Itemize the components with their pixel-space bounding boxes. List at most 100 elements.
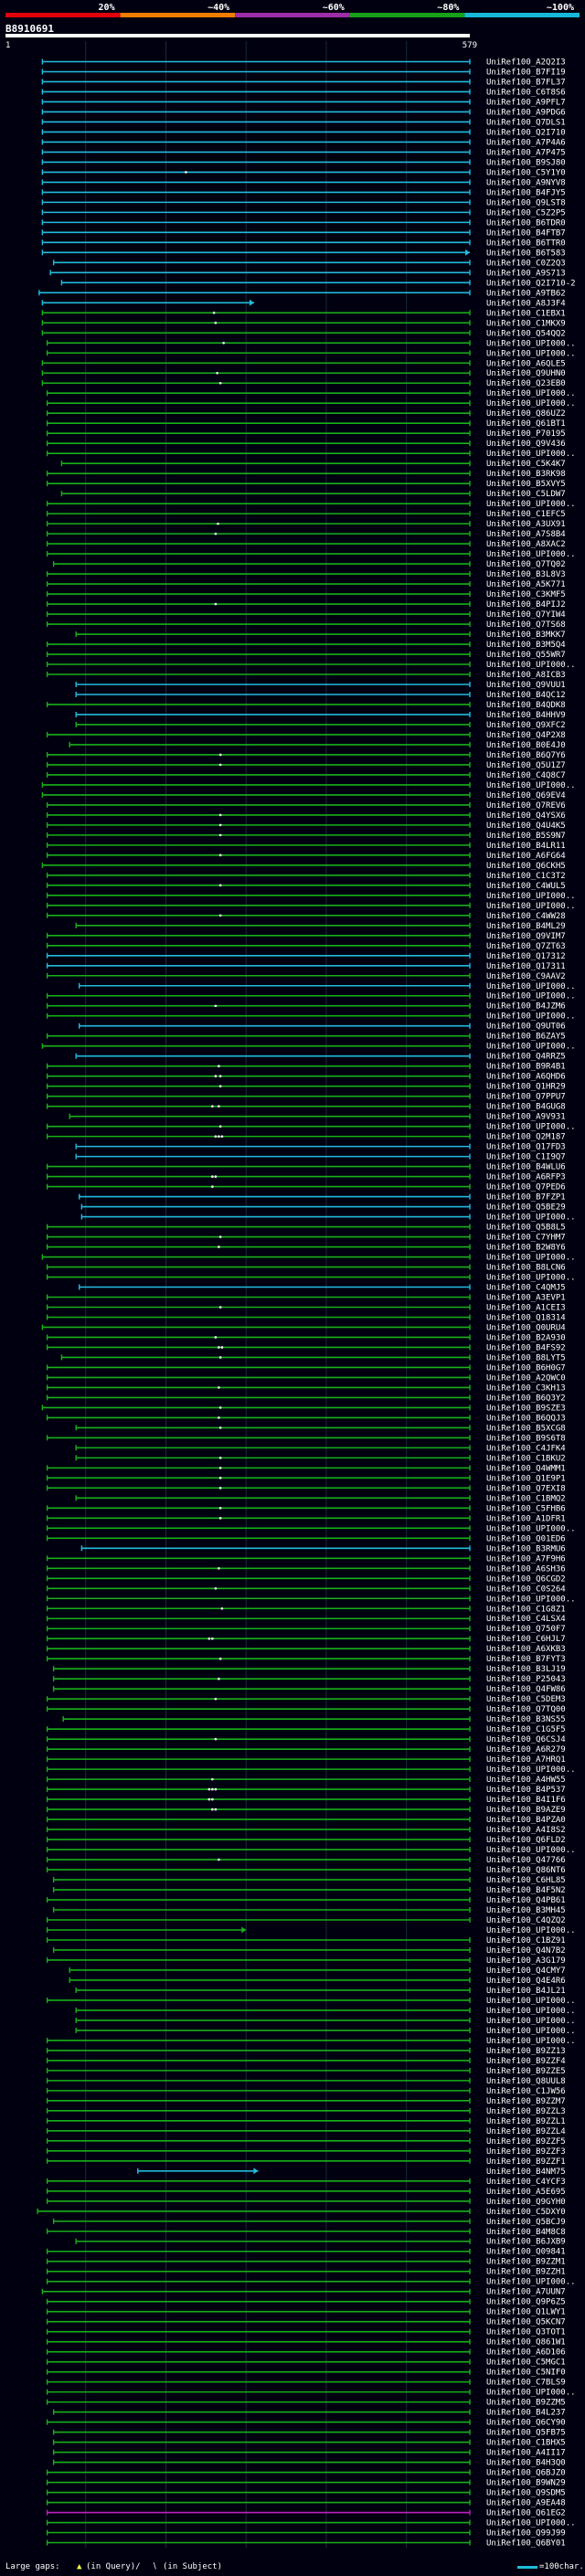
hit-label: UniRef100_A5K771: [486, 580, 566, 589]
hit-row: UniRef100_Q4PB61: [46, 1896, 566, 1905]
hit-row: UniRef100_A8ICB3: [46, 671, 566, 680]
hit-label: UniRef100_A1CEI3: [486, 1303, 566, 1312]
hit-label: UniRef100_B9ZZF3: [486, 2147, 566, 2157]
hit-label: UniRef100_B6H0G7: [486, 1363, 566, 1373]
hit-row: UniRef100_A7S8B4: [46, 530, 566, 539]
hit-row: UniRef100_Q3TOT1: [46, 2328, 566, 2337]
hit-row: UniRef100_Q5KCN7: [46, 2318, 566, 2327]
hit-label: UniRef100_UPI000..: [486, 2027, 576, 2036]
hit-row: UniRef100_UPI000..: [46, 1524, 576, 1533]
hit-label: UniRef100_Q861W1: [486, 2338, 566, 2348]
gap-marker: [218, 1356, 222, 1359]
hit-label: UniRef100_C7BLS9: [486, 2379, 566, 2388]
hit-label: UniRef100_A6SH36: [486, 1564, 566, 1574]
hit-row: UniRef100_Q4N7B2: [52, 1946, 566, 1956]
gap-marker: [207, 1797, 211, 1801]
hit-label: UniRef100_UPI000..: [486, 1274, 576, 1283]
hit-row: UniRef100_B6TTR0: [41, 239, 566, 248]
hit-label: UniRef100_Q4CMY7: [486, 1966, 566, 1976]
hit-label: UniRef100_Q0URU4: [486, 1323, 566, 1332]
hit-row: UniRef100_UPI000..: [46, 892, 576, 901]
hit-label: UniRef100_C5FHB6: [486, 1504, 566, 1513]
hit-row: UniRef100_Q7ZT63: [46, 942, 566, 951]
hit-row: UniRef100_B4NM75: [137, 2168, 566, 2177]
hit-label: UniRef100_Q7ZT63: [486, 942, 566, 951]
hit-row: UniRef100_Q5B8L5: [46, 1224, 566, 1233]
legend-query-gap-text: (in Query)/: [86, 2562, 141, 2571]
hit-row: UniRef100_UPI000..: [46, 1012, 576, 1022]
hit-label: UniRef100_UPI000..: [486, 1846, 576, 1855]
hit-row: UniRef100_Q23EB0: [41, 379, 566, 388]
hit-row: UniRef100_UPI000..: [46, 2519, 576, 2528]
hit-row: UniRef100_Q4U4K5: [46, 822, 566, 831]
hit-row: UniRef100_Q4CMY7: [69, 1966, 566, 1976]
hit-row: UniRef100_B6TDR0: [41, 218, 566, 228]
hit-row: UniRef100_B5XVY5: [46, 480, 566, 489]
hit-row: UniRef100_UPI000..: [75, 2017, 576, 2026]
hit-label: UniRef100_Q61BT1: [486, 419, 566, 429]
hit-label: UniRef100_B4PIJ2: [486, 600, 566, 610]
hit-row: UniRef100_Q4E4R6: [69, 1977, 566, 1986]
hit-row: UniRef100_B4PIJ2: [46, 600, 566, 610]
hit-label: UniRef100_Q9GYH0: [486, 2198, 566, 2207]
hit-row: UniRef100_UPI000..: [46, 339, 576, 348]
gap-marker: [218, 763, 222, 767]
hit-label: UniRef100_C1BKU2: [486, 1454, 566, 1463]
hit-row: UniRef100_B6JXB9: [75, 2238, 566, 2247]
hit-row: UniRef100_B4FJY5: [41, 188, 566, 197]
hit-label: UniRef100_C5LDW7: [486, 490, 566, 499]
hit-row: UniRef100_B4FS92: [46, 1343, 566, 1352]
hit-label: UniRef100_Q18314: [486, 1313, 566, 1322]
gap-marker: [218, 1125, 222, 1128]
hit-label: UniRef100_B5XVY5: [486, 480, 566, 489]
hit-row: UniRef100_B9ZZE5: [46, 2067, 566, 2076]
gap-marker: [211, 1185, 214, 1188]
hit-row: UniRef100_Q5BCJ9: [52, 2218, 566, 2227]
hit-label: UniRef100_B2A930: [486, 1333, 566, 1342]
hit-row: UniRef100_P25043: [52, 1675, 566, 1684]
hit-label: UniRef100_B4NM75: [486, 2168, 566, 2177]
hit-row: UniRef100_B5S9N7: [46, 832, 566, 841]
hit-row: UniRef100_B4F5N2: [52, 1886, 566, 1895]
gap-marker: [214, 532, 218, 535]
hit-label: UniRef100_Q9XFC2: [486, 721, 566, 730]
hit-label: UniRef100_A7P4A6: [486, 138, 566, 147]
hit-row: UniRef100_A3EVP1: [46, 1294, 566, 1303]
hit-row: UniRef100_Q1E9P1: [46, 1474, 566, 1483]
hit-label: UniRef100_B9ZZF4: [486, 2057, 566, 2066]
query-line: [5, 34, 470, 37]
hit-label: UniRef100_B4ML29: [486, 922, 566, 931]
gap-marker: [218, 1477, 222, 1479]
hit-label: UniRef100_C5MGC1: [486, 2359, 566, 2368]
scale-label: ~100%: [547, 3, 574, 13]
hit-label: UniRef100_A7HRQ1: [486, 1755, 566, 1765]
hit-label: UniRef100_Q61EG2: [486, 2509, 566, 2518]
hit-label: UniRef100_UPI000..: [486, 349, 576, 358]
hit-label: UniRef100_B9ZZL1: [486, 2117, 566, 2126]
hit-row: UniRef100_A2Q2I3: [41, 58, 566, 67]
hit-label: UniRef100_B6JXB9: [486, 2238, 566, 2247]
hit-row: UniRef100_Q9GYH0: [46, 2198, 566, 2207]
hit-label: UniRef100_C9AAV2: [486, 972, 566, 981]
hit-label: UniRef100_UPI000..: [486, 1524, 576, 1533]
hit-label: UniRef100_B3RMU6: [486, 1544, 566, 1553]
hit-label: UniRef100_Q54QQ2: [486, 329, 566, 338]
hit-label: UniRef100_B4PZA0: [486, 1816, 566, 1825]
hit-row: UniRef100_B4FTB7: [41, 228, 566, 238]
hit-row: UniRef100_UPI000..: [41, 1043, 576, 1052]
hit-label: UniRef100_A9S713: [486, 269, 566, 278]
hit-row: UniRef100_UPI000..: [46, 389, 576, 398]
hit-label: UniRef100_B6ZAY5: [486, 1033, 566, 1042]
hit-row: UniRef100_Q0URU4: [41, 1323, 566, 1332]
hit-label: UniRef100_Q6CGD2: [486, 1574, 566, 1584]
hit-row: UniRef100_Q9VIM7: [46, 932, 566, 941]
hit-label: UniRef100_UPI000..: [486, 500, 576, 509]
hit-label: UniRef100_Q7PPU7: [486, 1093, 566, 1102]
hit-row: UniRef100_B4LR11: [46, 842, 566, 851]
hit-row: UniRef100_A6FG64: [46, 852, 566, 861]
hit-row: UniRef100_A9EA48: [46, 2499, 566, 2508]
hit-row: UniRef100_A6RFP3: [46, 1173, 566, 1182]
hit-row: UniRef100_A7P4A6: [41, 138, 566, 147]
hit-label: UniRef100_A9NYV8: [486, 178, 566, 187]
